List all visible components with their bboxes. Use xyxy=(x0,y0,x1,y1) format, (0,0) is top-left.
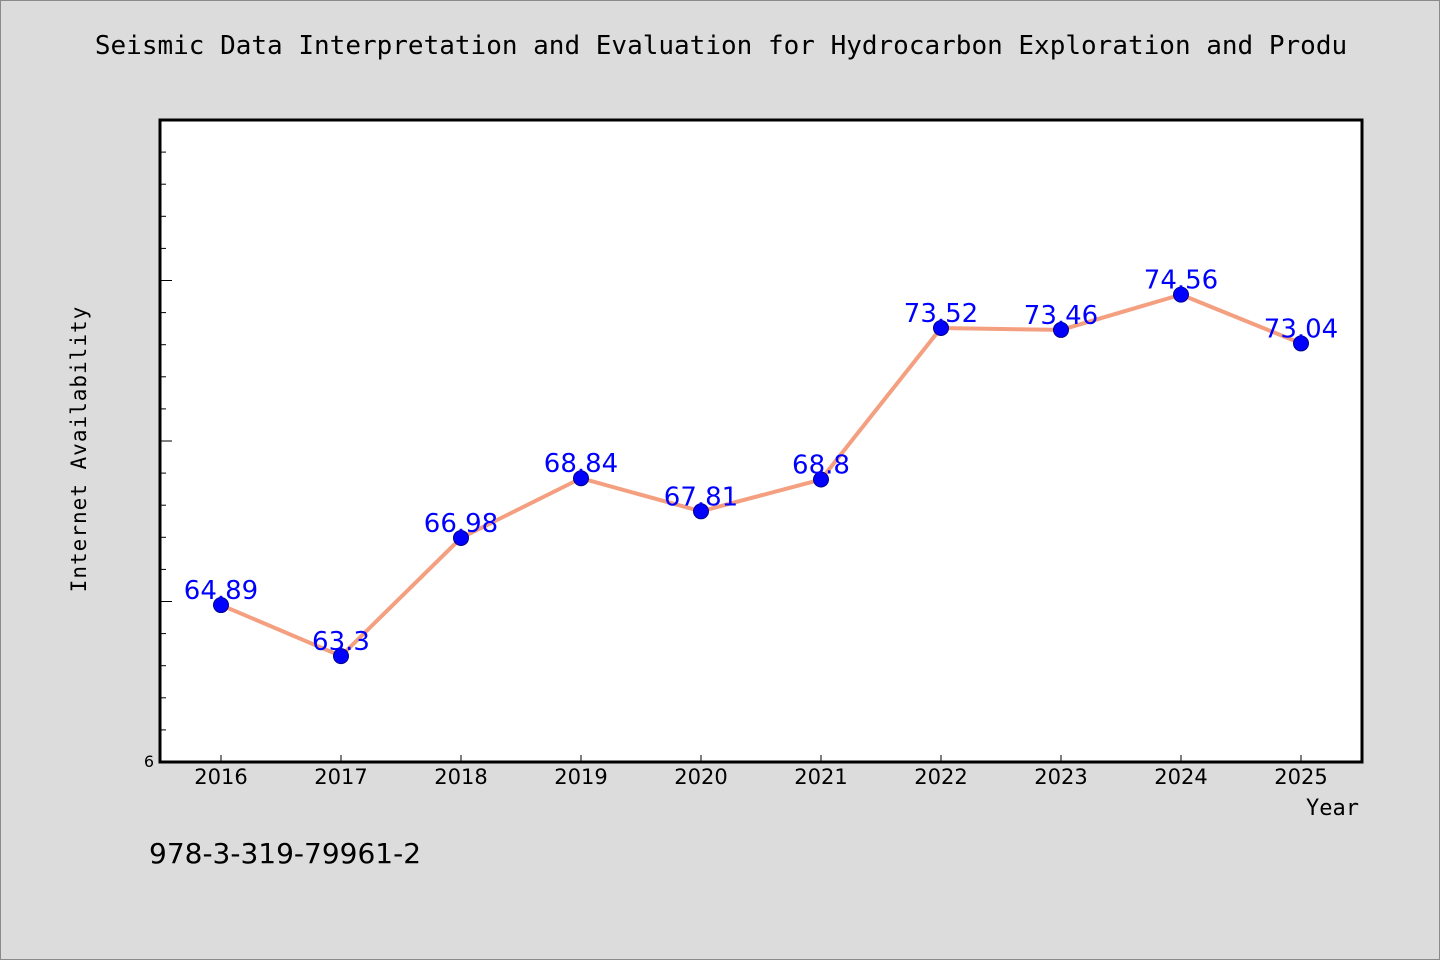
x-tick-label: 2020 xyxy=(674,765,727,789)
x-tick-label: 2016 xyxy=(194,765,247,789)
data-point xyxy=(333,648,349,665)
x-axis-label: Year xyxy=(1306,796,1359,821)
x-tick-label: 2017 xyxy=(314,765,367,789)
data-label: 73.52 xyxy=(904,299,978,329)
data-point xyxy=(1293,335,1309,352)
data-label: 63.3 xyxy=(312,627,370,657)
data-label: 64.89 xyxy=(184,576,258,606)
data-labels: 64.89 63.3 66.98 68.84 67.81 68.8 73.52 73.46 74… xyxy=(184,266,1338,657)
data-point xyxy=(1173,286,1189,303)
data-label: 67.81 xyxy=(664,482,738,512)
data-label: 73.46 xyxy=(1024,301,1098,331)
data-point xyxy=(933,320,949,337)
x-tick-label: 2021 xyxy=(794,765,847,789)
footer-code: 978-3-319-79961-2 xyxy=(149,837,422,870)
data-point xyxy=(813,471,829,488)
data-label: 74.56 xyxy=(1144,266,1218,296)
data-label: 66.98 xyxy=(424,509,498,539)
x-axis-ticks: 2016 2017 2018 2019 2020 2021 2022 2023 2024 2025 xyxy=(194,755,1328,789)
data-point xyxy=(573,470,589,487)
data-point xyxy=(693,503,709,520)
x-tick-label: 2025 xyxy=(1274,765,1327,789)
y-tick-label-min: 6 xyxy=(144,752,154,771)
x-tick-label: 2018 xyxy=(434,765,487,789)
data-label: 68.84 xyxy=(544,449,618,479)
series-layer xyxy=(213,286,1309,665)
data-point xyxy=(453,529,469,546)
plot-background xyxy=(160,120,1362,762)
x-tick-label: 2019 xyxy=(554,765,607,789)
data-label: 68.8 xyxy=(792,451,850,481)
chart-title: Seismic Data Interpretation and Evaluati… xyxy=(94,31,1348,61)
series-line xyxy=(219,292,1303,659)
plot-frame xyxy=(158,118,1364,764)
x-tick-label: 2024 xyxy=(1154,765,1207,789)
data-point xyxy=(213,597,229,614)
data-point xyxy=(1053,321,1069,338)
x-tick-label: 2023 xyxy=(1034,765,1087,789)
x-tick-label: 2022 xyxy=(914,765,967,789)
data-label: 73.04 xyxy=(1264,314,1338,344)
